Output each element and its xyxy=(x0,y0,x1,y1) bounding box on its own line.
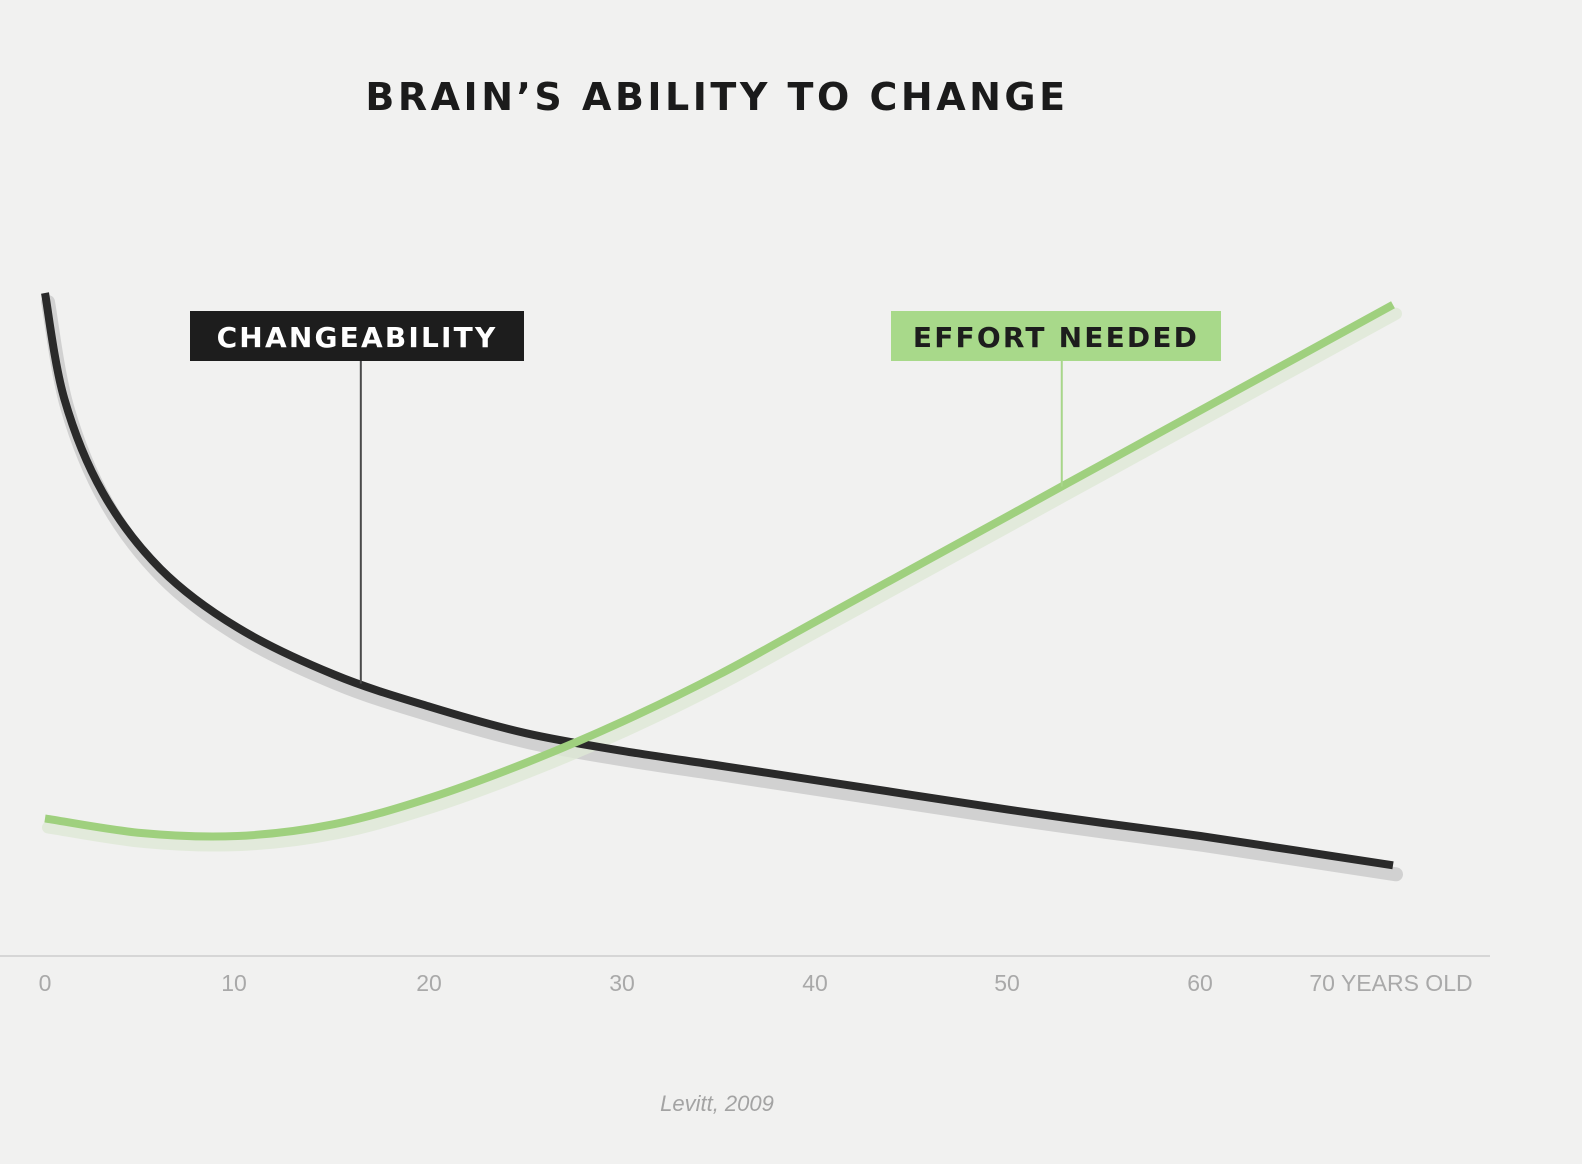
changeability-label-box xyxy=(190,311,524,361)
series-labels: CHANGEABILITY EFFORT NEEDED xyxy=(190,311,1221,684)
changeability-label: CHANGEABILITY xyxy=(217,321,498,354)
chart-title: BRAIN’S ABILITY TO CHANGE xyxy=(365,75,1068,119)
series-lines xyxy=(41,292,1395,870)
x-axis-ticks: 0 10 20 30 40 50 60 70 YEARS OLD xyxy=(39,970,1473,996)
x-tick-label: 20 xyxy=(416,970,442,996)
x-tick-label: 30 xyxy=(609,970,635,996)
series-shadows xyxy=(41,295,1403,882)
x-tick-label: 60 xyxy=(1187,970,1213,996)
changeability-shadow xyxy=(41,295,1403,882)
changeability-line xyxy=(41,292,1394,870)
x-tick-label: 10 xyxy=(221,970,247,996)
effort-needed-label-box xyxy=(891,311,1221,361)
effort-needed-shadow xyxy=(42,307,1402,852)
source-caption: Levitt, 2009 xyxy=(660,1091,774,1116)
effort-needed-line xyxy=(44,301,1395,841)
x-tick-label: 40 xyxy=(802,970,828,996)
x-tick-label: 70 YEARS OLD xyxy=(1309,970,1472,996)
x-tick-label: 0 xyxy=(39,970,52,996)
x-tick-label: 50 xyxy=(994,970,1020,996)
effort-needed-label: EFFORT NEEDED xyxy=(913,321,1199,354)
